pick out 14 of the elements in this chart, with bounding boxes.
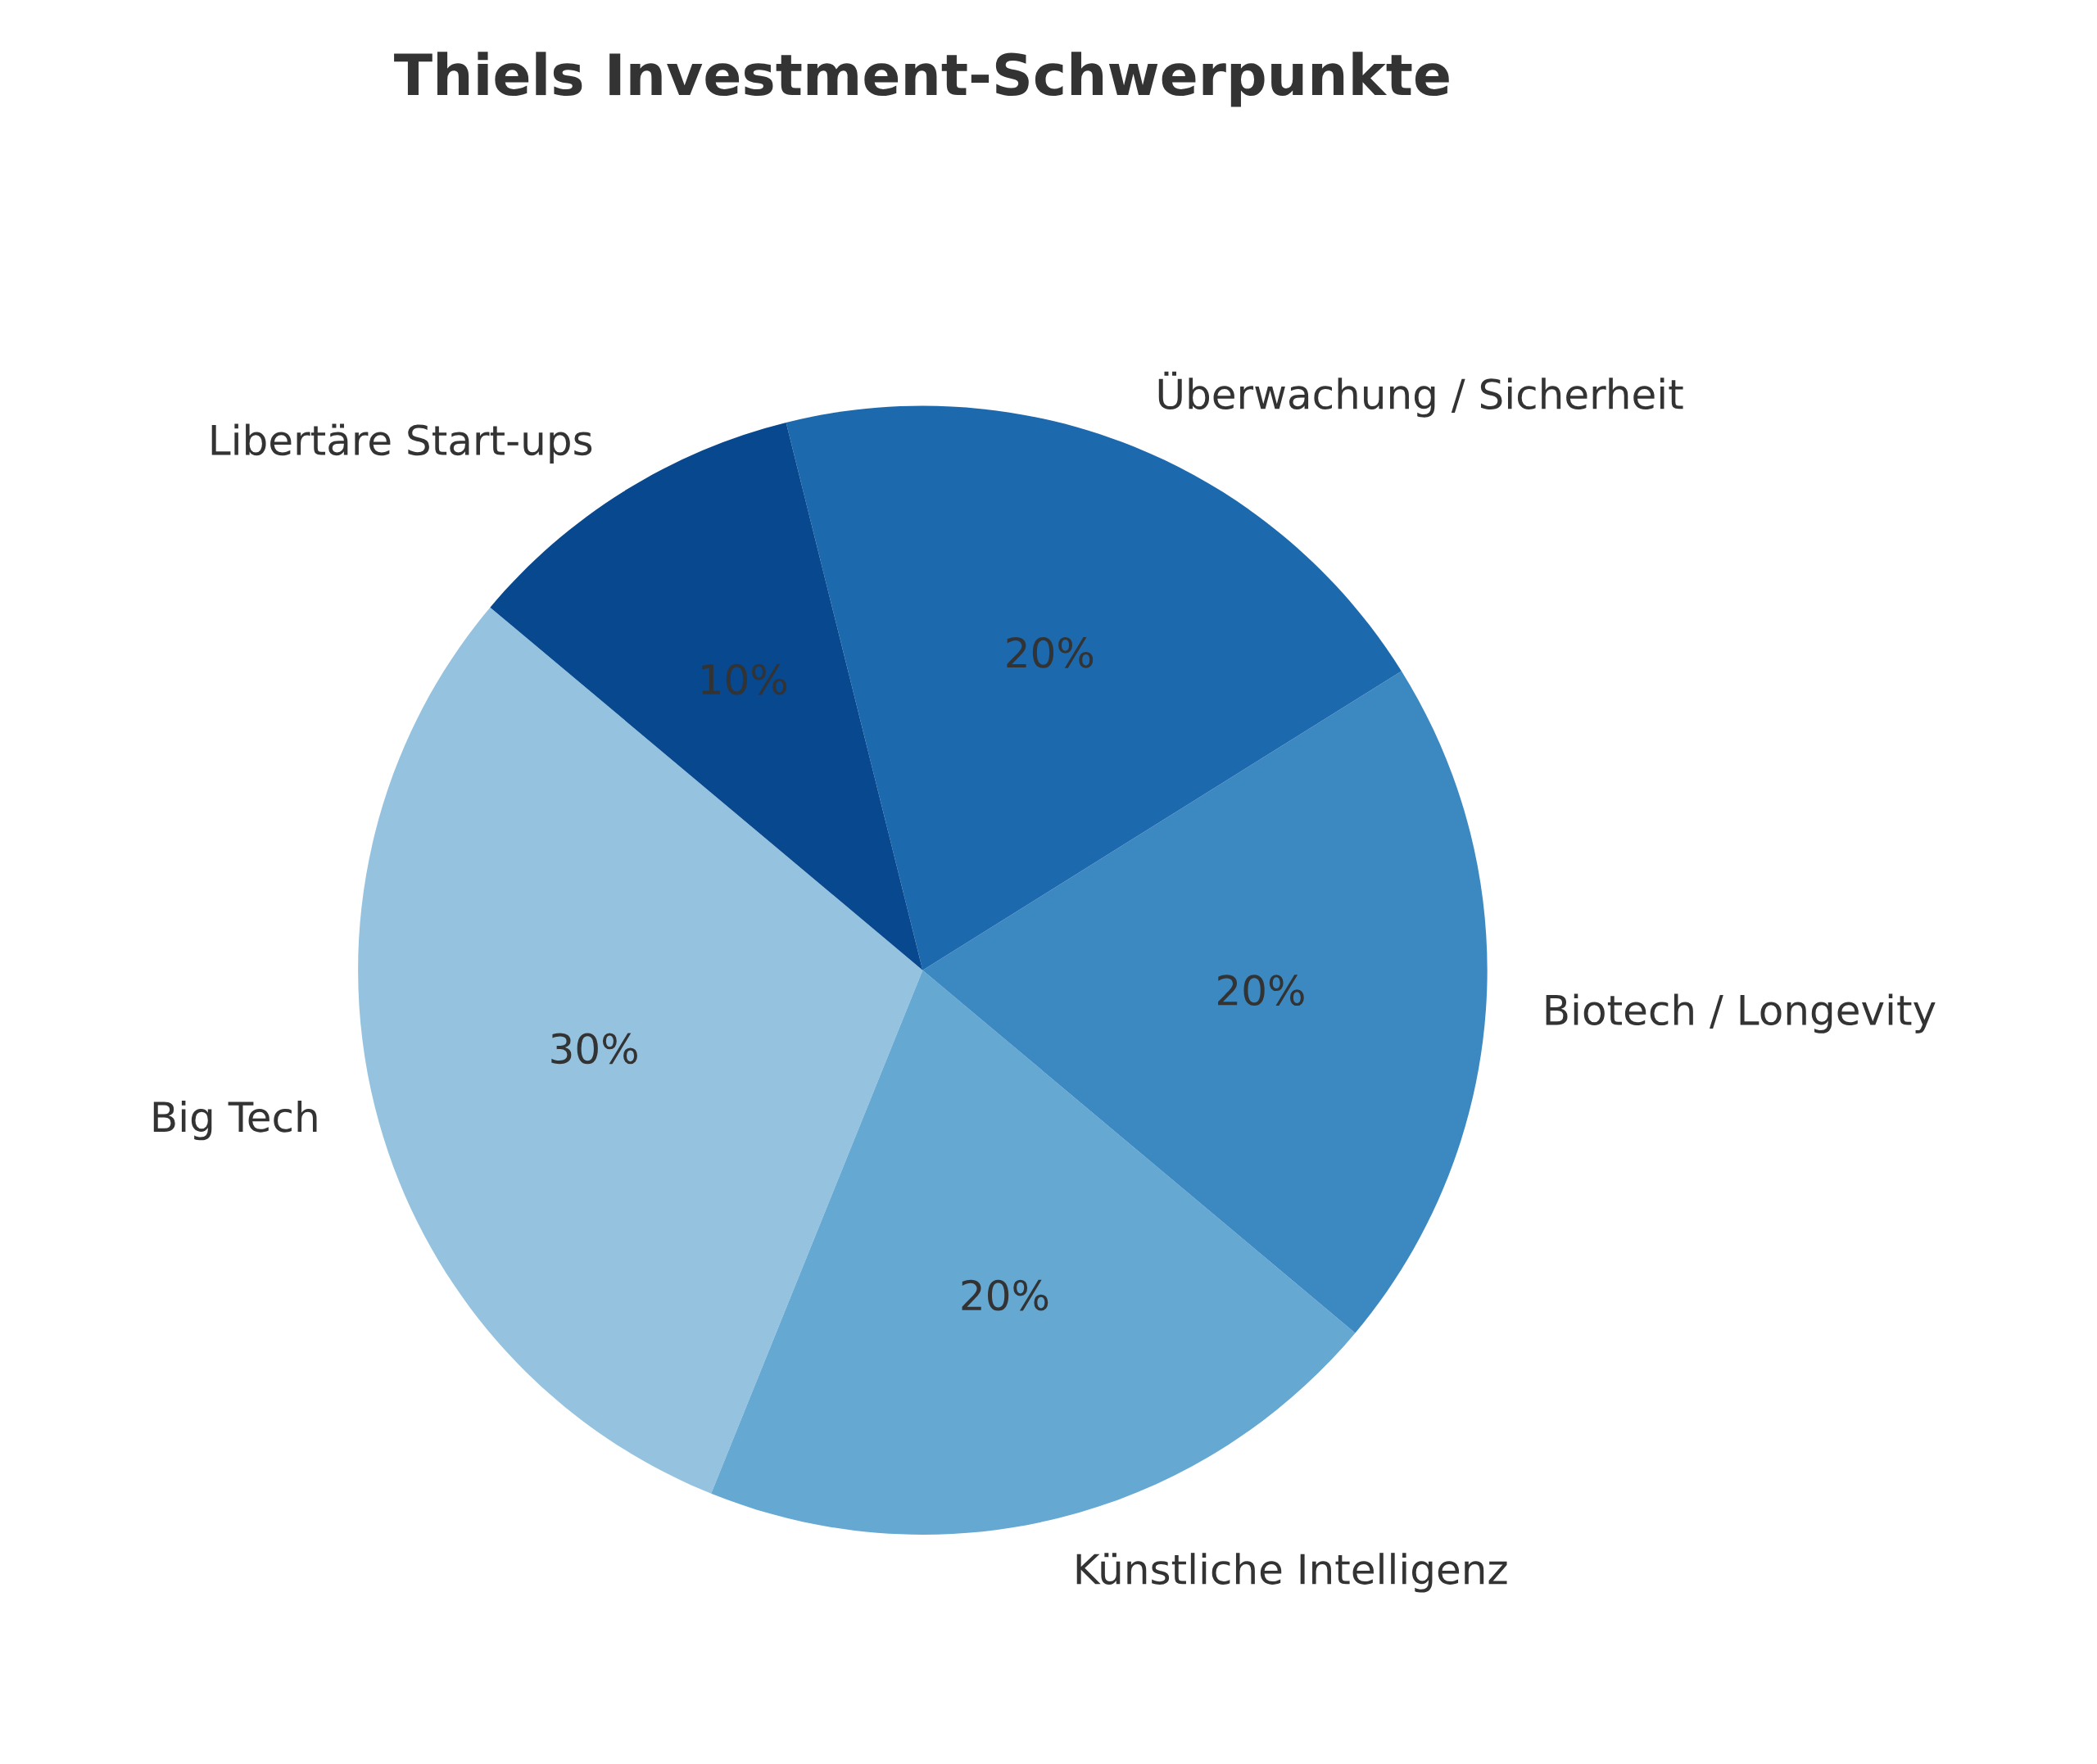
slice-label: Künstliche Intelligenz [1076,1553,1507,1593]
slice-label: Big Tech [153,1100,317,1141]
data-label: 10% [702,663,787,695]
data-label: 20% [1218,975,1304,1006]
pie-slice [358,607,923,1494]
slice-label: Biotech / Longevity [1546,993,1936,1034]
data-label: 20% [962,1279,1048,1311]
data-label: 20% [1007,636,1094,668]
pie-slice [711,970,1356,1535]
pie-slice [922,671,1488,1333]
chart-title: Thiels Investment-Schwerpunkte [394,52,1449,107]
slice-label: Libertäre Start-ups [211,423,592,464]
slice-label: Überwachung / Sicherheit [1158,371,1683,418]
data-label: 30% [551,1033,637,1065]
